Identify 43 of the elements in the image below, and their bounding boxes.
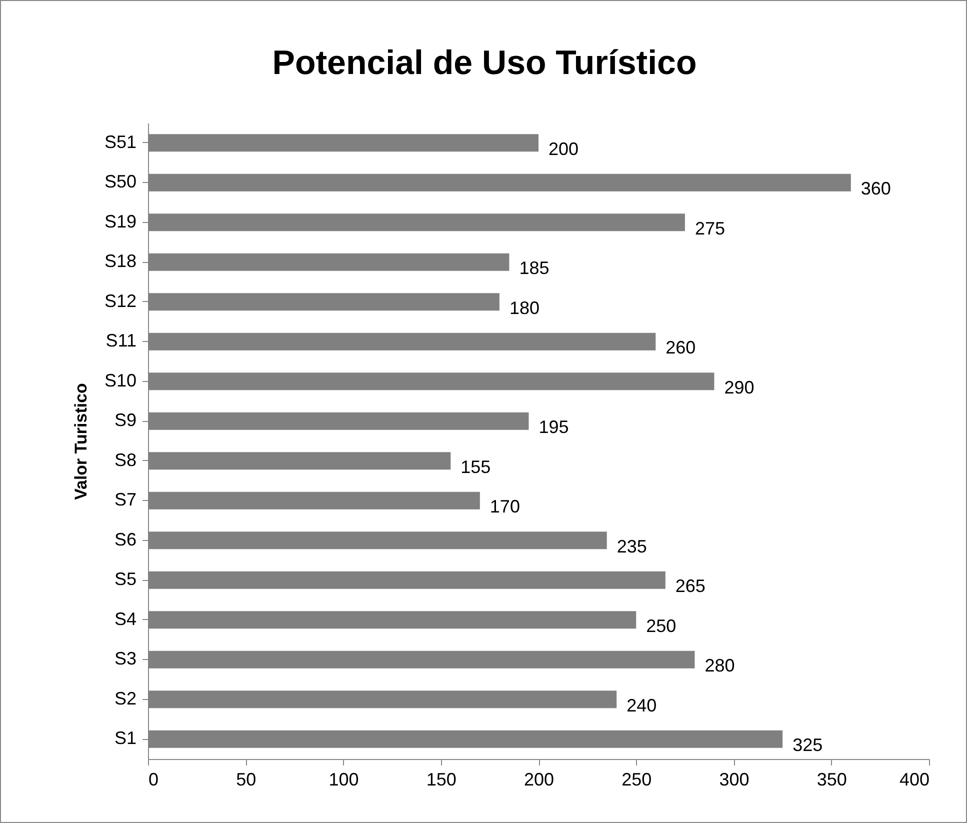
y-tick-label: S11 bbox=[106, 330, 136, 351]
data-label: 280 bbox=[704, 656, 735, 676]
x-tick-label: 250 bbox=[622, 770, 652, 790]
y-axis-title: Valor Turistico bbox=[71, 383, 90, 500]
data-label: 195 bbox=[538, 417, 569, 438]
data-label: 170 bbox=[490, 496, 520, 517]
data-label: 250 bbox=[646, 616, 676, 636]
data-label: 325 bbox=[792, 735, 823, 756]
data-label: 235 bbox=[616, 536, 647, 556]
y-tick-label: S4 bbox=[114, 608, 136, 629]
data-label: 200 bbox=[548, 138, 579, 159]
x-tick-label: 400 bbox=[899, 770, 930, 790]
data-label: 290 bbox=[724, 377, 754, 398]
data-label: 360 bbox=[860, 178, 891, 199]
y-tick-label: S6 bbox=[114, 529, 136, 550]
data-label: 240 bbox=[626, 695, 657, 716]
y-tick-label: S7 bbox=[114, 490, 136, 510]
y-tick-label: S50 bbox=[104, 172, 136, 192]
y-tick-label: S1 bbox=[114, 728, 136, 748]
data-label: 155 bbox=[460, 456, 491, 477]
data-label: 185 bbox=[519, 258, 550, 278]
y-tick-label: S51 bbox=[104, 132, 136, 152]
y-tick-label: S9 bbox=[114, 410, 136, 430]
chart-title: Potencial de Uso Turístico bbox=[272, 44, 697, 82]
x-tick-label: 150 bbox=[426, 770, 456, 790]
x-tick-label: 50 bbox=[236, 770, 256, 790]
x-tick-label: 0 bbox=[148, 770, 159, 790]
y-tick-label: S8 bbox=[114, 450, 136, 470]
y-tick-label: S19 bbox=[104, 211, 136, 232]
data-label: 260 bbox=[666, 338, 696, 358]
data-label: 275 bbox=[694, 218, 725, 238]
y-tick-label: S18 bbox=[104, 251, 136, 272]
data-label: 265 bbox=[675, 576, 706, 596]
x-tick-label: 350 bbox=[816, 770, 847, 790]
y-tick-label: S3 bbox=[114, 648, 136, 669]
y-tick-label: S2 bbox=[114, 688, 136, 708]
x-tick-label: 300 bbox=[719, 770, 750, 790]
x-tick-label: 100 bbox=[328, 770, 359, 790]
y-tick-label: S12 bbox=[104, 290, 136, 311]
y-tick-label: S10 bbox=[104, 370, 136, 390]
data-label: 180 bbox=[509, 298, 540, 318]
x-tick-label: 200 bbox=[524, 770, 554, 790]
y-tick-label: S5 bbox=[114, 569, 136, 590]
